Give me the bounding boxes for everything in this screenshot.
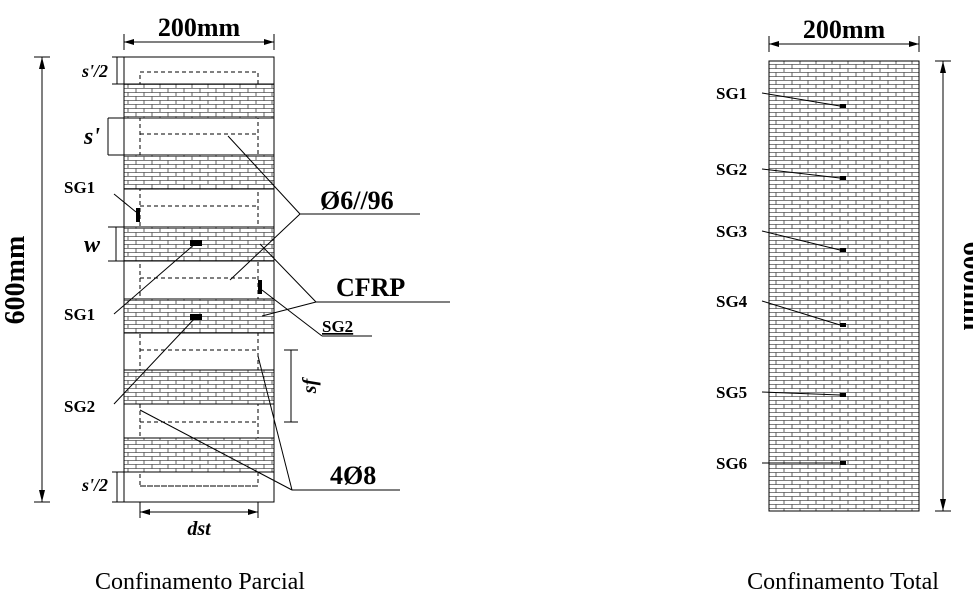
total-gauge-5: SG5	[716, 383, 846, 402]
sf-label: sf	[299, 376, 321, 394]
s-half-bottom-label: s'/2	[81, 475, 108, 495]
partial-column-diagram: 200mm 600mm s'/2 s' w	[0, 13, 450, 595]
dst-dimension	[139, 502, 259, 518]
partial-caption: Confinamento Parcial	[95, 569, 305, 595]
s-half-top-dimension	[112, 56, 124, 85]
cfrp-strip	[123, 369, 275, 405]
long-bar-label: 4Ø8	[330, 461, 376, 490]
partial-height-dimension	[34, 56, 50, 503]
total-height-dimension	[935, 60, 951, 512]
total-width-dimension	[768, 36, 920, 52]
total-gauge-label: SG1	[716, 84, 747, 103]
sg1-cfrp-label: SG1	[64, 305, 95, 324]
stirrup-lines	[140, 71, 258, 487]
partial-height-label: 600mm	[0, 236, 31, 325]
long-bar-leaders	[139, 355, 400, 491]
dst-label: dst	[187, 518, 212, 540]
total-gauge-1: SG1	[716, 84, 846, 108]
s-half-top-label: s'/2	[81, 61, 108, 81]
sg1-cfrp-leader	[113, 242, 197, 315]
total-width-label: 200mm	[803, 15, 886, 44]
cfrp-strip	[123, 154, 275, 190]
stirrup-leaders	[227, 135, 420, 281]
cfrp-strip	[123, 437, 275, 473]
total-gauge-label: SG2	[716, 160, 747, 179]
total-gauge-3: SG3	[716, 222, 846, 252]
cfrp-strip	[123, 83, 275, 119]
sf-dimension	[284, 349, 298, 423]
partial-width-dimension	[123, 34, 275, 50]
sg1-steel-leader	[113, 193, 137, 213]
w-dimension	[108, 226, 124, 262]
cfrp-strips	[123, 83, 275, 473]
cfrp-label: CFRP	[336, 273, 405, 302]
w-label: w	[84, 232, 101, 258]
total-caption: Confinamento Total	[747, 569, 939, 595]
total-column-diagram: 200mm 600mm SG1 SG2 SG3 SG4	[716, 15, 973, 595]
partial-column-outline	[123, 56, 275, 503]
total-height-label: 600mm	[957, 242, 973, 331]
s-half-bottom-dimension	[112, 471, 124, 503]
sg1-steel-label: SG1	[64, 178, 95, 197]
s-prime-dimension	[107, 117, 124, 156]
total-gauge-label: SG3	[716, 222, 747, 241]
s-prime-label: s'	[83, 124, 100, 150]
total-cfrp-wrap	[768, 60, 920, 512]
total-gauge-6: SG6	[716, 454, 846, 473]
total-gauge-label: SG4	[716, 292, 748, 311]
sg2-cfrp-label: SG2	[64, 397, 95, 416]
sg1-marker-steel	[136, 208, 140, 222]
stirrup-label: Ø6//96	[320, 186, 394, 215]
cfrp-leaders	[259, 243, 450, 317]
total-gauge-4: SG4	[716, 292, 846, 327]
sg2-steel-label: SG2	[322, 317, 353, 336]
total-gauge-label: SG5	[716, 383, 747, 402]
total-gauge-label: SG6	[716, 454, 747, 473]
total-gauge-2: SG2	[716, 160, 846, 180]
partial-width-label: 200mm	[158, 13, 241, 42]
sg2-marker-steel	[258, 280, 262, 294]
sg2-steel-leader	[261, 289, 323, 337]
sg2-cfrp-leader	[113, 316, 197, 405]
